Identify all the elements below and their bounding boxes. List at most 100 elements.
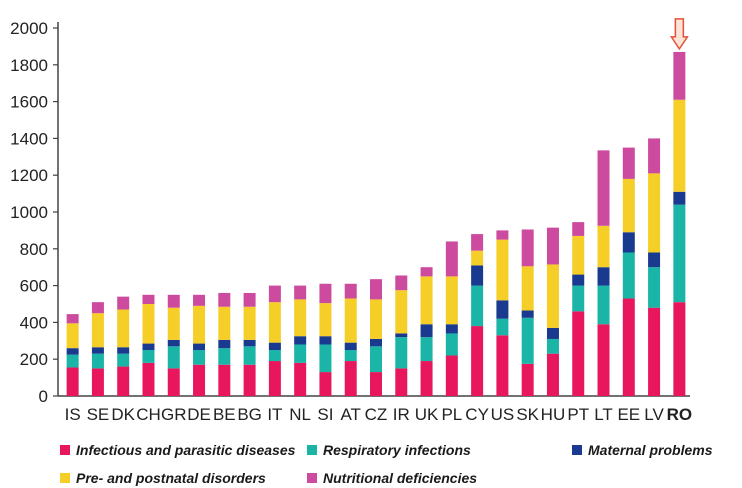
bar-segment: [597, 225, 610, 268]
bar-segment: [597, 267, 610, 286]
legend-label: Infectious and parasitic diseases: [76, 442, 296, 458]
bar-segment: [420, 361, 433, 396]
bar-segment: [218, 339, 231, 349]
bar-stack-ee: [622, 147, 635, 396]
legend-swatch: [60, 445, 70, 455]
y-tick-label: 1200: [10, 166, 48, 185]
bar-segment: [496, 300, 509, 319]
bar-segment: [420, 276, 433, 325]
x-tick-label: SK: [516, 405, 539, 424]
bar-segment: [420, 267, 433, 277]
bar-segment: [648, 307, 661, 396]
bar-segment: [167, 339, 180, 347]
bar-segment: [370, 346, 382, 373]
bar-segment: [622, 232, 635, 253]
bar-segment: [268, 350, 281, 362]
bar-segment: [344, 342, 357, 350]
x-tick-label: HU: [541, 405, 566, 424]
bar-segment: [218, 364, 231, 396]
legend-swatch: [307, 473, 317, 483]
bar-stack-nl: [294, 285, 307, 396]
bar-stack-lt: [597, 150, 610, 396]
x-tick-label: PT: [567, 405, 589, 424]
bar-stack-dk: [117, 296, 130, 396]
y-tick-label: 600: [20, 277, 48, 296]
bar-segment: [521, 266, 534, 311]
y-tick-label: 1400: [10, 129, 48, 148]
bar-segment: [572, 222, 585, 236]
bar-segment: [521, 229, 534, 267]
bar-stack-is: [66, 314, 79, 396]
bar-segment: [66, 354, 79, 368]
bar-segment: [622, 298, 635, 396]
bar-segment: [268, 361, 281, 396]
bar-segment: [370, 338, 382, 347]
bar-segment: [319, 372, 332, 396]
bar-segment: [395, 337, 408, 369]
bar-segment: [648, 138, 661, 174]
bar-segment: [471, 285, 484, 327]
bar-stack-pl: [445, 241, 458, 396]
bar-segment: [521, 310, 534, 318]
bar-stack-ir: [395, 275, 408, 396]
bar-segment: [420, 324, 433, 338]
bar-segment: [243, 306, 256, 340]
bar-stack-at: [344, 283, 357, 396]
x-axis-labels: IS SE DK CH GR DE BE BG IT NL SI AT CZ IR UK PL CY US SK HU…: [65, 405, 693, 424]
bar-segment: [471, 234, 484, 251]
bar-segment: [370, 372, 382, 396]
bar-stack-se: [91, 302, 104, 396]
bar-segment: [496, 230, 509, 240]
y-tick-label: 800: [20, 240, 48, 259]
legend-item-respiratory: Respiratory infections: [307, 442, 471, 458]
down-arrow-shape: [669, 18, 689, 51]
x-tick-label: LV: [644, 405, 664, 424]
x-tick-label: UK: [415, 405, 439, 424]
bar-stack-bg: [243, 292, 256, 396]
legend-swatch: [572, 445, 582, 455]
bar-segment: [445, 324, 458, 334]
x-tick-label: NL: [289, 405, 311, 424]
legend-swatch: [307, 445, 317, 455]
bar-segment: [546, 327, 559, 339]
bar-segment: [622, 178, 635, 233]
bar-stack-gr: [167, 294, 180, 396]
bar-segment: [268, 285, 281, 303]
x-tick-label: US: [491, 405, 515, 424]
bar-segment: [673, 302, 686, 396]
bar-segment: [167, 368, 180, 396]
bar-segment: [496, 318, 509, 336]
bar-segment: [218, 306, 231, 340]
bar-segment: [471, 250, 484, 266]
bar-segment: [648, 267, 661, 308]
x-tick-label: LT: [594, 405, 613, 424]
bar-segment: [319, 336, 332, 345]
bar-segment: [420, 337, 433, 362]
bar-stack-de: [193, 294, 206, 396]
bar-segment: [546, 227, 559, 265]
y-tick-label: 1000: [10, 203, 48, 222]
bar-segment: [294, 336, 307, 345]
bar-segment: [445, 333, 458, 356]
bar-segment: [66, 314, 79, 324]
x-tick-label: BE: [213, 405, 236, 424]
legend-label: Nutritional deficiencies: [323, 470, 478, 486]
bar-segment: [395, 290, 408, 334]
bar-stack-hu: [546, 227, 559, 396]
bar-segment: [294, 285, 307, 300]
x-tick-label: CH: [136, 405, 161, 424]
bar-segment: [673, 191, 686, 205]
bar-segment: [66, 323, 79, 349]
bar-segment: [597, 324, 610, 396]
bar-segment: [395, 333, 408, 338]
bar-segment: [167, 294, 180, 308]
bar-segment: [243, 339, 256, 347]
legend-label: Pre- and postnatal disorders: [76, 470, 266, 486]
bar-segment: [268, 302, 281, 343]
bar-segment: [294, 344, 307, 363]
bar-segment: [294, 299, 307, 337]
x-tick-label: CY: [465, 405, 489, 424]
x-tick-label: DE: [187, 405, 211, 424]
y-tick-label: 1600: [10, 93, 48, 112]
bar-segment: [218, 348, 231, 365]
